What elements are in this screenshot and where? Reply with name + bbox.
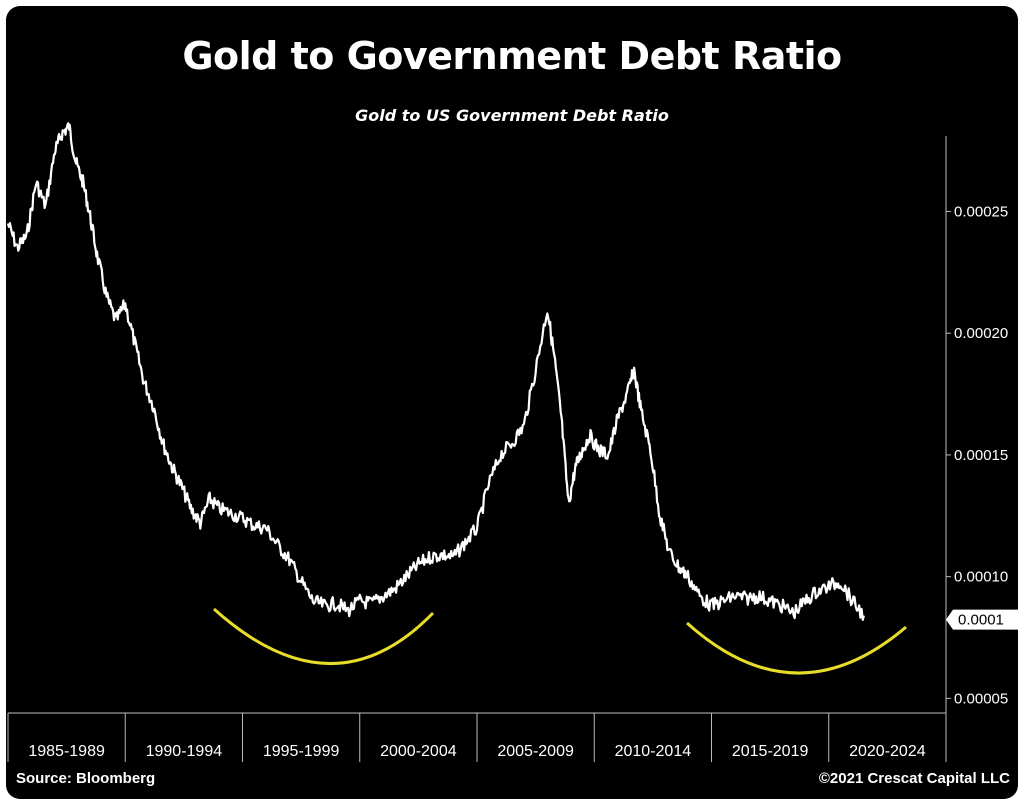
- x-category-label: 2020-2024: [849, 743, 926, 760]
- y-tick-label: 0.00025: [954, 203, 1008, 220]
- series-line: [6, 122, 865, 621]
- x-category-label: 2005-2009: [497, 743, 574, 760]
- highlight-arc-right: [685, 621, 907, 675]
- copyright-note: ©2021 Crescat Capital LLC: [818, 770, 1010, 787]
- chart-subtitle: Gold to US Government Debt Ratio: [355, 106, 669, 125]
- x-category-label: 1985-1989: [28, 743, 105, 760]
- y-tick-label: 0.00005: [954, 690, 1008, 707]
- last-value-marker: [946, 609, 1018, 630]
- chart-frame: [6, 6, 1018, 799]
- y-tick-label: 0.00010: [954, 569, 1008, 586]
- x-category-label: 2015-2019: [732, 743, 809, 760]
- y-tick-label: 0.00020: [954, 325, 1008, 342]
- x-category-label: 1990-1994: [146, 743, 223, 760]
- source-note: Source: Bloomberg: [16, 770, 156, 787]
- x-category-label: 2000-2004: [380, 743, 457, 760]
- chart-title: Gold to Government Debt Ratio: [182, 34, 842, 78]
- highlight-arc-left: [212, 607, 435, 665]
- y-tick-label: 0.00015: [954, 447, 1008, 464]
- last-value-label: 0.0001: [958, 612, 1004, 629]
- plot-area: 0.00005 0.00010 0.00015 0.00020 0.00025 1985-…: [6, 122, 1018, 762]
- x-category-label: 1995-1999: [263, 743, 340, 760]
- x-category-label: 2010-2014: [615, 743, 692, 760]
